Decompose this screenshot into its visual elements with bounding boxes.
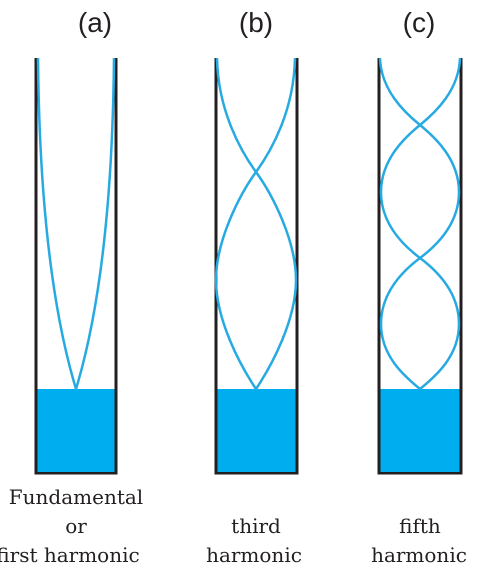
tube-a-wave-left (36, 57, 78, 390)
tube-b-water (217, 389, 296, 472)
tube-c-wave-left (378, 57, 461, 390)
tube-a-wave-right (74, 57, 116, 390)
tube-c-water (380, 389, 460, 472)
tube-a-water (37, 389, 115, 472)
panel-b-caption-line-1: third (231, 514, 281, 538)
panel-b-label: (b) (239, 7, 273, 38)
panel-b: (b) third harmonic (206, 7, 302, 567)
panel-c-caption-line-1: fifth (399, 514, 441, 538)
panel-a-caption-line-2: or (65, 514, 87, 538)
panel-b-caption-line-2: harmonic (206, 543, 302, 567)
panel-c-label: (c) (403, 7, 436, 38)
panel-a-caption-line-3: first harmonic (0, 543, 140, 567)
panel-c-caption-line-2: harmonic (371, 543, 467, 567)
panel-c: (c) fifth harmonic (371, 7, 467, 567)
tube-b-wave-left (215, 57, 298, 390)
tube-b-wave-right (214, 57, 297, 390)
panel-a: (a) Fundamental or first harmonic (0, 7, 143, 567)
tube-c-wave-right (379, 57, 462, 390)
panel-a-label: (a) (78, 7, 112, 38)
panel-a-caption-line-1: Fundamental (9, 485, 143, 509)
